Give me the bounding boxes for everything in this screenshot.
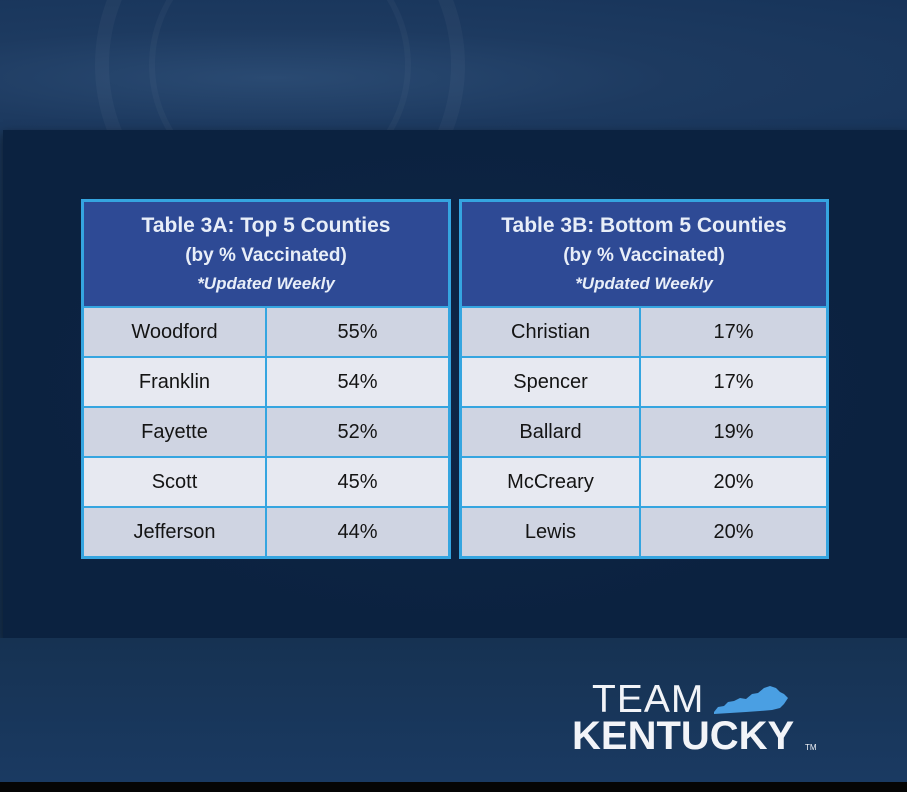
logo-line-team: TEAM — [592, 678, 705, 721]
county-name-cell: Christian — [459, 306, 641, 358]
table-update-note: *Updated Weekly — [575, 274, 713, 293]
percent-vaccinated-cell: 19% — [639, 406, 829, 458]
county-name-cell: Woodford — [81, 306, 267, 358]
percent-vaccinated-cell: 17% — [639, 306, 829, 358]
percent-vaccinated-cell: 44% — [265, 506, 451, 559]
table-title: Table 3A: Top 5 Counties — [141, 214, 391, 237]
table-header: Table 3B: Bottom 5 Counties (by % Vaccin… — [459, 199, 829, 308]
table-row: Fayette 52% — [81, 406, 451, 458]
bottom-black-strip — [0, 782, 907, 792]
percent-vaccinated-cell: 52% — [265, 406, 451, 458]
bottom-5-counties-table: Table 3B: Bottom 5 Counties (by % Vaccin… — [459, 199, 829, 559]
top-5-counties-table: Table 3A: Top 5 Counties (by % Vaccinate… — [81, 199, 451, 559]
county-name-cell: Franklin — [81, 356, 267, 408]
table-header-row: Table 3B: Bottom 5 Counties (by % Vaccin… — [459, 199, 829, 308]
percent-vaccinated-cell: 20% — [639, 456, 829, 508]
team-kentucky-logo: TEAM KENTUCKY TM — [570, 680, 830, 760]
county-name-cell: Ballard — [459, 406, 641, 458]
table-row: Ballard 19% — [459, 406, 829, 458]
table-row: Christian 17% — [459, 306, 829, 358]
table-row: Jefferson 44% — [81, 506, 451, 559]
table-update-note: *Updated Weekly — [197, 274, 335, 293]
table-subtitle: (by % Vaccinated) — [563, 245, 725, 266]
table-row: McCreary 20% — [459, 456, 829, 508]
table-row: Franklin 54% — [81, 356, 451, 408]
county-name-cell: Lewis — [459, 506, 641, 559]
county-name-cell: Scott — [81, 456, 267, 508]
percent-vaccinated-cell: 17% — [639, 356, 829, 408]
table-subtitle: (by % Vaccinated) — [185, 245, 347, 266]
table-header: Table 3A: Top 5 Counties (by % Vaccinate… — [81, 199, 451, 308]
percent-vaccinated-cell: 54% — [265, 356, 451, 408]
table-title: Table 3B: Bottom 5 Counties — [501, 214, 787, 237]
table-row: Spencer 17% — [459, 356, 829, 408]
table-row: Woodford 55% — [81, 306, 451, 358]
county-name-cell: Spencer — [459, 356, 641, 408]
trademark-mark: TM — [805, 743, 817, 752]
top-background-band — [0, 0, 907, 130]
percent-vaccinated-cell: 20% — [639, 506, 829, 559]
table-row: Lewis 20% — [459, 506, 829, 559]
county-name-cell: McCreary — [459, 456, 641, 508]
table-row: Scott 45% — [81, 456, 451, 508]
kentucky-state-icon — [714, 686, 788, 714]
logo-line-kentucky: KENTUCKY — [572, 714, 795, 758]
percent-vaccinated-cell: 45% — [265, 456, 451, 508]
county-name-cell: Jefferson — [81, 506, 267, 559]
table-header-row: Table 3A: Top 5 Counties (by % Vaccinate… — [81, 199, 451, 308]
percent-vaccinated-cell: 55% — [265, 306, 451, 358]
county-name-cell: Fayette — [81, 406, 267, 458]
